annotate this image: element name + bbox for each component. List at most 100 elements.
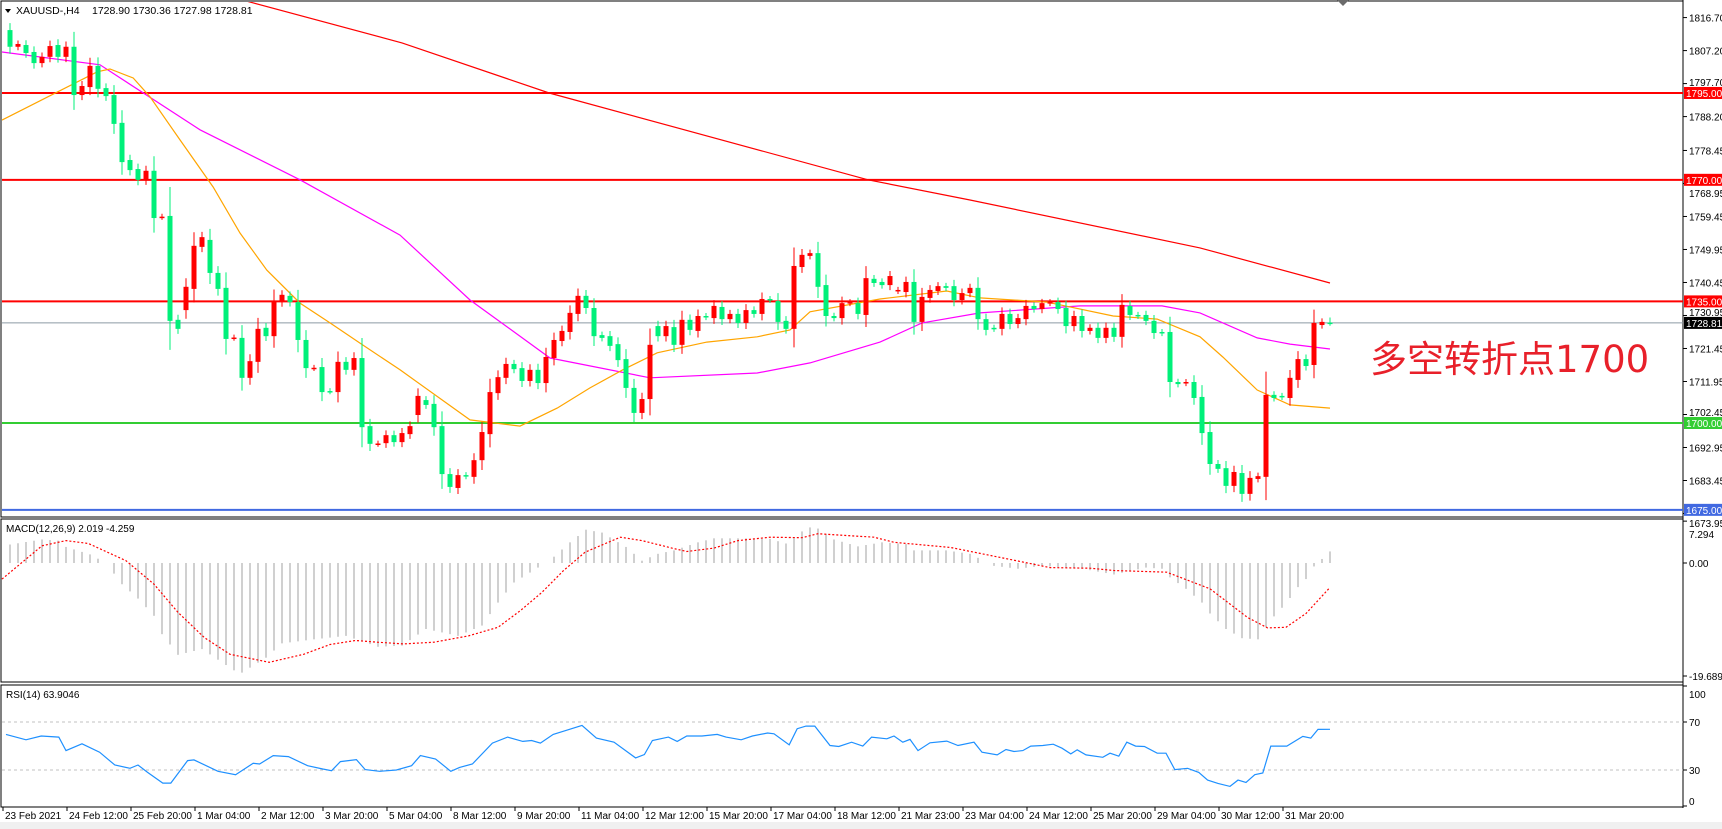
candle-bearish xyxy=(703,316,709,318)
candle-bearish xyxy=(1167,331,1173,383)
candle-bearish xyxy=(103,88,109,97)
candle-bullish xyxy=(743,310,749,323)
macd-axis-label: -19.689 xyxy=(1689,672,1722,683)
candle-bearish xyxy=(463,475,469,477)
candle-bearish xyxy=(303,339,309,369)
candle-bearish xyxy=(1095,327,1101,338)
candle-bullish xyxy=(887,276,893,286)
candle-bearish xyxy=(127,160,133,171)
candle-bearish xyxy=(1207,432,1213,464)
candle-bullish xyxy=(847,302,853,304)
candle-bearish xyxy=(223,287,229,339)
time-label: 18 Mar 12:00 xyxy=(837,811,896,822)
candle-bullish xyxy=(639,399,645,413)
time-label: 21 Mar 23:00 xyxy=(901,811,960,822)
candle-bearish xyxy=(1135,314,1141,317)
time-label: 30 Mar 12:00 xyxy=(1221,811,1280,822)
candle-bearish xyxy=(343,361,349,370)
candle-bearish xyxy=(815,253,821,287)
candle-bearish xyxy=(879,281,885,286)
candle-bullish xyxy=(407,426,413,435)
candle-bearish xyxy=(1159,331,1165,334)
time-label: 2 Mar 12:00 xyxy=(261,811,315,822)
candle-bearish xyxy=(319,367,325,393)
candle-bearish xyxy=(263,327,269,337)
candle-bearish xyxy=(7,30,13,47)
candle-bearish xyxy=(95,65,101,89)
level-label-box xyxy=(1684,295,1722,308)
time-label: 25 Mar 20:00 xyxy=(1093,811,1152,822)
rsi-axis-label: 100 xyxy=(1689,690,1706,701)
price-tick-label: 1673.95 xyxy=(1689,519,1722,530)
price-tick-label: 1816.70 xyxy=(1689,14,1722,25)
candle-bearish xyxy=(511,363,517,370)
status-strip xyxy=(0,822,1722,829)
time-label: 24 Feb 12:00 xyxy=(69,811,128,822)
candle-bearish xyxy=(119,122,125,163)
macd-indicator: 7.294 0.00 -19.689 xyxy=(1,520,1722,683)
rsi-title: RSI(14) 63.9046 xyxy=(6,690,80,701)
candle-bearish xyxy=(767,298,773,301)
candle-bearish xyxy=(751,310,757,314)
candle-bullish xyxy=(527,369,533,381)
candle-bearish xyxy=(1151,320,1157,334)
candle-bearish xyxy=(1303,359,1309,367)
candle-bearish xyxy=(1327,322,1333,325)
candle-bullish xyxy=(39,56,45,64)
level-label-box xyxy=(1684,86,1722,99)
level-label: 1675.00 xyxy=(1686,506,1722,517)
candle-bearish xyxy=(1079,316,1085,331)
price-tick-label: 1797.70 xyxy=(1689,78,1722,89)
level-label: 1770.00 xyxy=(1686,176,1722,187)
chart-shift-marker-icon[interactable] xyxy=(1337,0,1349,6)
price-pane[interactable] xyxy=(0,0,1684,518)
annotation-text: 多空转折点1700 xyxy=(1370,338,1649,381)
candle-bullish xyxy=(935,286,941,291)
current-price-label-box xyxy=(1684,316,1722,329)
candle-bearish xyxy=(831,316,837,319)
candle-bearish xyxy=(423,400,429,405)
macd-title: MACD(12,26,9) 2.019 -4.259 xyxy=(6,524,135,535)
candle-bullish xyxy=(1263,394,1269,477)
candle-bullish xyxy=(479,432,485,461)
time-label: 23 Feb 2021 xyxy=(5,811,62,822)
time-label: 9 Mar 20:00 xyxy=(517,811,571,822)
dropdown-triangle-icon[interactable] xyxy=(5,9,11,13)
candle-bullish xyxy=(919,296,925,322)
candle-bullish xyxy=(551,339,557,359)
level-label-box xyxy=(1684,417,1722,429)
candle-bullish xyxy=(999,313,1005,329)
candle-bearish xyxy=(111,95,117,124)
price-tick-label: 1759.45 xyxy=(1689,212,1722,223)
level-label: 1795.00 xyxy=(1686,89,1722,100)
macd-axis-label: 7.294 xyxy=(1689,530,1714,541)
time-label: 29 Mar 04:00 xyxy=(1157,811,1216,822)
candle-bullish xyxy=(679,319,685,345)
time-label: 11 Mar 04:00 xyxy=(581,811,640,822)
candle-bearish xyxy=(823,285,829,317)
candle-bullish xyxy=(503,363,509,378)
candle-bearish xyxy=(1055,302,1061,310)
moving-average-ma_mid xyxy=(2,51,1331,379)
price-tick-label: 1721.45 xyxy=(1689,344,1722,355)
time-axis: 23 Feb 2021 24 Feb 12:00 25 Feb 20:00 1 Mar… xyxy=(2,807,1344,822)
candle-bearish xyxy=(783,320,789,329)
candle-bullish xyxy=(335,361,341,393)
candle-bullish xyxy=(567,312,573,332)
candle-bullish xyxy=(807,253,813,256)
macd-axis-label: 0.00 xyxy=(1689,559,1709,570)
candle-bullish xyxy=(231,337,237,340)
candle-bearish xyxy=(535,369,541,384)
candle-bullish xyxy=(695,316,701,331)
candle-bearish xyxy=(439,426,445,475)
candle-bullish xyxy=(399,433,405,443)
candle-bearish xyxy=(31,51,37,64)
candle-bearish xyxy=(239,337,245,378)
candle-bearish xyxy=(295,302,301,340)
candle-bullish xyxy=(1295,359,1301,380)
candle-bullish xyxy=(383,435,389,444)
level-label: 1700.00 xyxy=(1686,419,1722,430)
candle-bullish xyxy=(1183,382,1189,384)
moving-average-ma_slow xyxy=(247,2,1331,284)
